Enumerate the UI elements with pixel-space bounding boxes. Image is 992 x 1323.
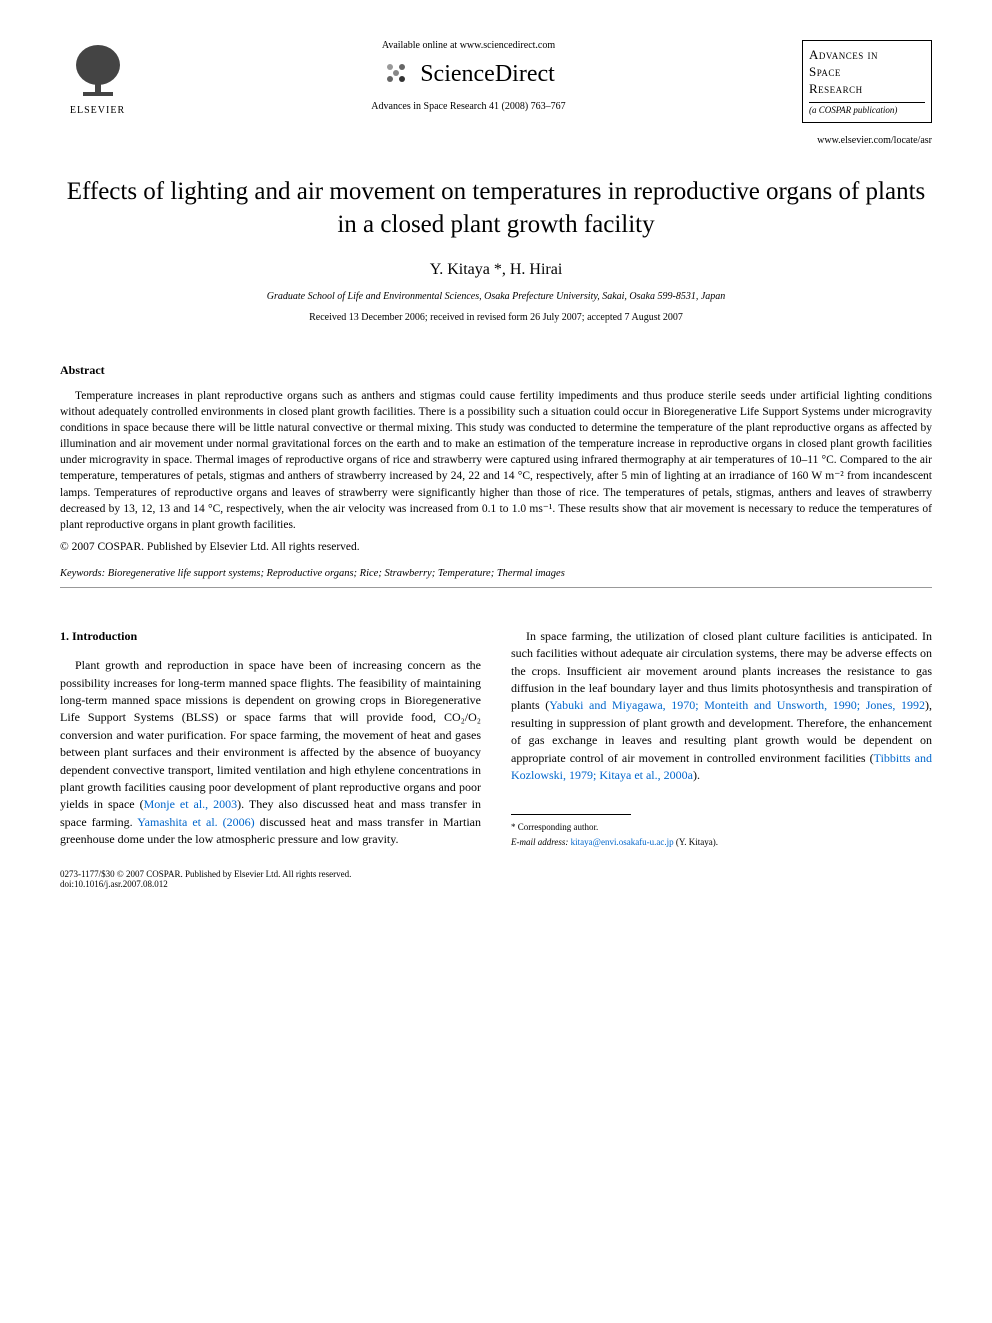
keywords-row: Keywords: Bioregenerative life support s… [60,568,932,588]
keywords-label: Keywords: [60,568,105,579]
footer-doi: doi:10.1016/j.asr.2007.08.012 [60,879,932,889]
available-online-text: Available online at www.sciencedirect.co… [155,40,782,51]
sciencedirect-text: ScienceDirect [420,61,555,88]
section-heading: 1. Introduction [60,628,481,645]
citation-link[interactable]: Yamashita et al. (2006) [137,815,254,829]
journal-url: www.elsevier.com/locate/asr [60,135,932,146]
journal-title-line1: Advances in [809,47,925,64]
keywords-text: Bioregenerative life support systems; Re… [108,568,565,579]
body-text: Plant growth and reproduction in space h… [60,658,481,811]
sciencedirect-icon [382,59,412,89]
citation-link[interactable]: Monje et al., 2003 [144,797,238,811]
citation-link[interactable]: Yabuki and Miyagawa, 1970; Monteith and … [549,698,925,712]
email-suffix: (Y. Kitaya). [676,837,718,847]
sciencedirect-logo-row: ScienceDirect [155,59,782,89]
body-text: ). [693,768,700,782]
corresponding-author: * Corresponding author. [511,821,932,834]
journal-title-line3: Research [809,81,925,98]
center-header: Available online at www.sciencedirect.co… [135,40,802,112]
body-paragraph-1: Plant growth and reproduction in space h… [60,657,481,848]
journal-title-line2: Space [809,64,925,81]
affiliation: Graduate School of Life and Environmenta… [60,291,932,302]
journal-title-box: Advances in Space Research (a COSPAR pub… [802,40,932,123]
journal-reference: Advances in Space Research 41 (2008) 763… [155,101,782,112]
header-row: ELSEVIER Available online at www.science… [60,40,932,125]
footnote-divider [511,814,631,815]
cospar-publication: (a COSPAR publication) [809,102,925,117]
email-line: E-mail address: kitaya@envi.osakafu-u.ac… [511,836,932,849]
footnote-block: * Corresponding author. E-mail address: … [511,814,932,849]
body-columns: 1. Introduction Plant growth and reprodu… [60,628,932,850]
elsevier-tree-icon [68,40,128,100]
article-title: Effects of lighting and air movement on … [60,176,932,241]
elsevier-logo: ELSEVIER [60,40,135,125]
article-dates: Received 13 December 2006; received in r… [60,312,932,323]
elsevier-label: ELSEVIER [70,105,125,116]
email-link[interactable]: kitaya@envi.osakafu-u.ac.jp [571,837,674,847]
abstract-text: Temperature increases in plant reproduct… [60,388,932,533]
footer-issn: 0273-1177/$30 © 2007 COSPAR. Published b… [60,869,932,879]
authors: Y. Kitaya *, H. Hirai [60,261,932,279]
abstract-heading: Abstract [60,363,932,378]
email-label: E-mail address: [511,837,568,847]
body-paragraph-2: In space farming, the utilization of clo… [511,628,932,785]
abstract-copyright: © 2007 COSPAR. Published by Elsevier Ltd… [60,541,932,553]
